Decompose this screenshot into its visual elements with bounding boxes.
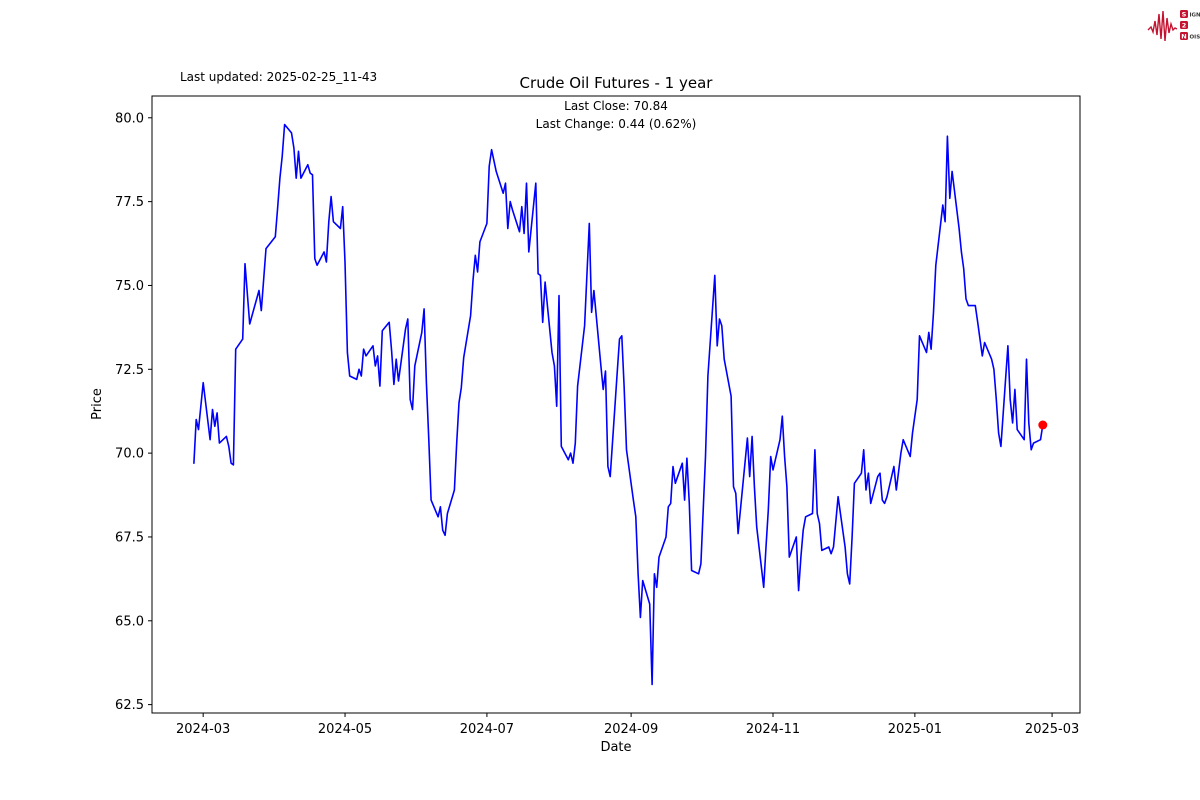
chart-title: Crude Oil Futures - 1 year [520,74,714,92]
last-change-annotation: Last Change: 0.44 (0.62%) [536,117,697,131]
logo-boxed-letter: 2 [1182,22,1187,30]
y-tick-label: 75.0 [115,279,144,294]
y-tick-label: 62.5 [115,698,144,713]
logo-letter-box [1180,10,1188,18]
x-tick-label: 2025-01 [888,722,942,737]
plot-border [151,95,1081,714]
last-updated-text: Last updated: 2025-02-25_11-43 [180,70,377,84]
waveform-icon [1147,10,1178,42]
y-tick-label: 70.0 [115,447,144,462]
y-axis-ticks: 62.5 65.0 67.5 70.0 72.5 75.0 77.5 80.0 [115,111,152,713]
x-tick-label: 2024-09 [604,722,658,737]
logo-letters: IGNAL [1190,13,1200,19]
last-close-marker [1038,420,1048,430]
x-tick-label: 2024-05 [318,722,372,737]
logo-letter-box [1180,21,1188,29]
y-axis-label: Price [90,388,105,420]
x-axis-label: Date [600,740,631,755]
price-series [193,123,1048,686]
logo-boxed-letter: N [1181,33,1186,41]
signal2noise-logo: SIGNAL2 N OISE [1147,10,1200,42]
x-tick-label: 2024-07 [460,722,514,737]
close-price-line [193,123,1044,686]
x-tick-label: 2025-03 [1025,722,1079,737]
x-tick-label: 2024-11 [746,722,800,737]
logo-letter-box [1180,32,1188,40]
logo-letters: OISE [1190,35,1200,41]
logo-text: SIGNAL2 N OISE [1180,10,1200,41]
y-tick-label: 80.0 [115,111,144,126]
x-tick-label: 2024-03 [176,722,230,737]
y-tick-label: 67.5 [115,530,144,545]
logo-boxed-letter: S [1182,11,1187,19]
last-close-annotation: Last Close: 70.84 [564,99,668,113]
y-tick-label: 72.5 [115,363,144,378]
y-tick-label: 77.5 [115,195,144,210]
y-tick-label: 65.0 [115,614,144,629]
x-axis-ticks: 2024-03 2024-05 2024-07 2024-09 2024-11 2025-… [176,713,1079,737]
